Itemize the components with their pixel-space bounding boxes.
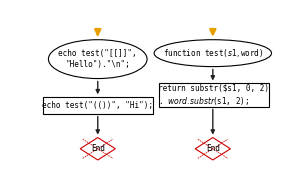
Ellipse shape	[154, 40, 271, 67]
Bar	[42, 97, 153, 114]
Text: End: End	[206, 144, 220, 153]
Text: echo test("(())", "Hi");: echo test("(())", "Hi");	[42, 101, 153, 110]
Text: End: End	[91, 144, 105, 153]
Polygon shape	[80, 138, 115, 160]
Text: return substr($s1, 0, 2)
. $word . substr($s1, 2);: return substr($s1, 0, 2) . $word . subst…	[158, 83, 269, 107]
Polygon shape	[195, 138, 230, 160]
Text: echo test("[[]]",
"Hello")."\n";: echo test("[[]]", "Hello")."\n";	[58, 49, 137, 69]
Ellipse shape	[48, 40, 147, 79]
Text: function test($s1, $word): function test($s1, $word)	[163, 47, 263, 59]
Bar	[159, 83, 269, 107]
